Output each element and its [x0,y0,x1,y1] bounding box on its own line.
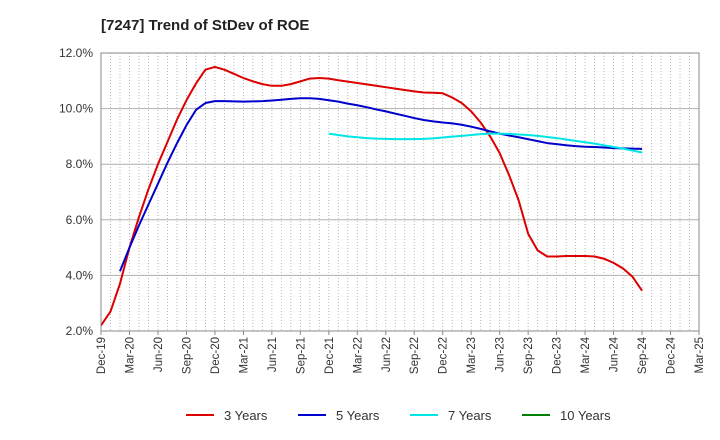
x-axis: Dec-19 Mar-20 Jun-20 Sep-20 Dec-20 Mar-21 Jun-… [96,331,706,374]
plot-area [101,53,699,331]
x-tick-label: Sep-23 [523,337,535,374]
x-tick-label: Mar-23 [466,337,478,373]
x-tick-label: Sep-21 [295,337,307,374]
y-tick-label: 8.0% [66,157,94,171]
x-tick-label: Dec-24 [666,336,678,374]
legend: 3 Years 5 Years 7 Years 10 Years [186,408,611,423]
x-tick-label: Jun-20 [153,337,165,372]
series-line-5-years [119,97,643,272]
y-tick-label: 2.0% [66,324,94,338]
series-layer [100,65,643,327]
x-tick-label: Mar-25 [694,337,706,373]
legend-label: 3 Years [224,408,268,423]
x-tick-label: Sep-20 [181,337,193,374]
x-tick-label: Jun-23 [495,337,507,372]
plot-border [100,52,700,332]
y-tick-label: 10.0% [59,102,93,116]
legend-label: 5 Years [336,408,380,423]
x-tick-label: Jun-24 [609,336,621,372]
x-tick-label: Jun-22 [381,337,393,372]
x-tick-label: Sep-22 [409,337,421,374]
x-tick-label: Mar-20 [124,337,136,373]
legend-label: 10 Years [560,408,611,423]
y-tick-label: 6.0% [66,213,94,227]
series-line-3-years [100,65,643,327]
x-tick-label: Mar-22 [352,337,364,373]
x-tick-label: Dec-20 [210,337,222,374]
x-tick-label: Jun-21 [267,337,279,372]
x-tick-label: Dec-19 [96,337,108,374]
x-tick-label: Sep-24 [637,336,649,374]
y-tick-label: 12.0% [59,46,93,60]
legend-label: 7 Years [448,408,492,423]
series-line-7-years [328,132,643,154]
x-tick-label: Dec-21 [324,337,336,374]
x-tick-label: Dec-23 [552,337,564,374]
y-tick-label: 4.0% [66,268,94,282]
chart-title: [7247] Trend of StDev of ROE [101,17,309,34]
y-axis: 2.0% 4.0% 6.0% 8.0% 10.0% 12.0% [59,46,93,338]
x-tick-label: Dec-22 [438,337,450,374]
x-tick-label: Mar-24 [580,336,592,373]
x-tick-label: Mar-21 [238,337,250,373]
